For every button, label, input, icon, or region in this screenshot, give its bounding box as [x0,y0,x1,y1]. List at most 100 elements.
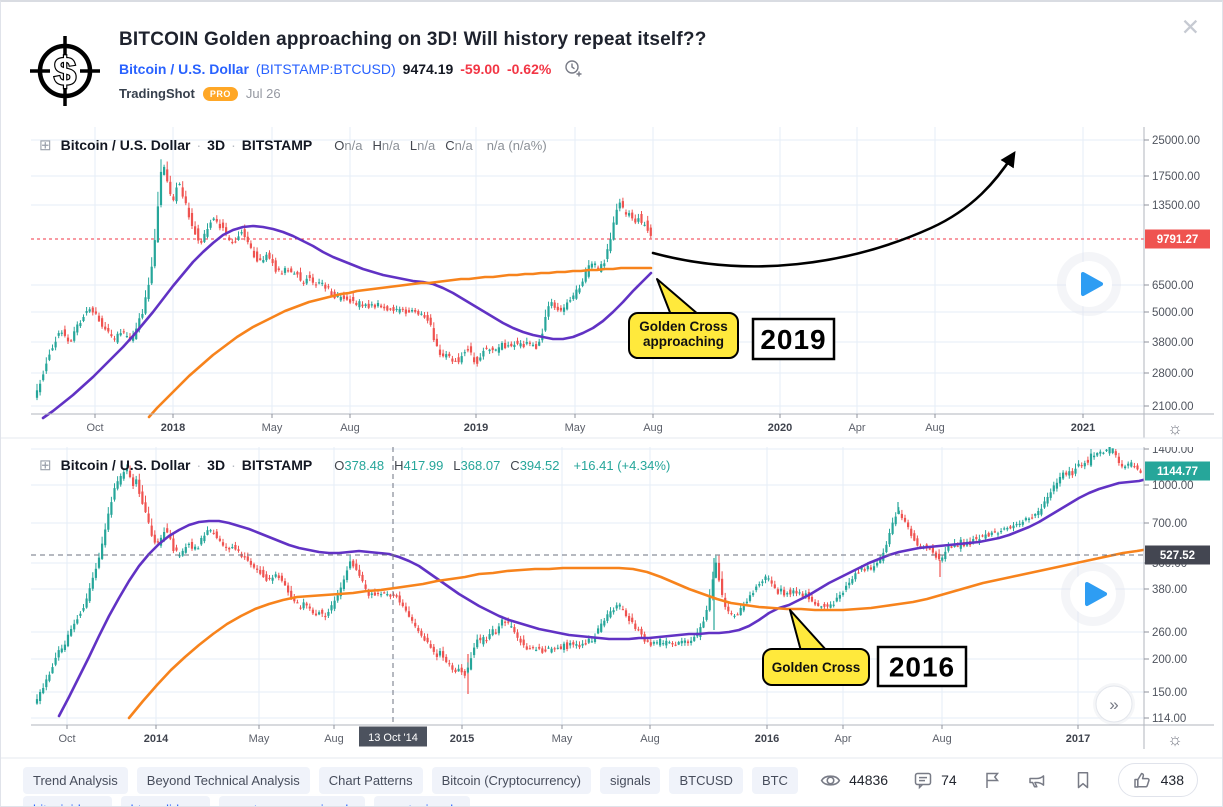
play-button[interactable] [1061,562,1125,626]
tag-chip[interactable]: Chart Patterns [318,766,423,794]
symbol-line: Bitcoin / U.S. Dollar (BITSTAMP:BTCUSD) … [119,59,707,78]
price-change: -59.00 [460,60,500,77]
tag-chip[interactable]: Beyond Technical Analysis [136,766,310,794]
symbol-code-link[interactable]: (BITSTAMP:BTCUSD) [255,60,396,77]
tag-chip[interactable]: BTCUSD [669,766,743,794]
svg-text:1000.00: 1000.00 [1152,480,1194,492]
svg-text:May: May [262,422,283,434]
ma-50-line [41,224,653,420]
eye-icon [820,774,841,786]
share-button[interactable] [1027,770,1048,791]
svg-text:2019: 2019 [464,422,488,434]
author-line: TradingShot PRO Jul 26 [119,86,707,101]
golden-cross-callout[interactable] [762,648,870,686]
svg-text:May: May [552,733,573,745]
svg-text:114.00: 114.00 [1152,713,1186,725]
scroll-right-button[interactable]: » [1093,683,1135,725]
crosshair-time-badge [359,726,427,747]
svg-text:17500.00: 17500.00 [1152,171,1200,183]
tag-chip[interactable]: cryptosignals [373,796,470,806]
author-link[interactable]: TradingShot [119,86,195,101]
chart-interval: 3D [207,137,226,153]
svg-text:approaching: approaching [643,334,724,349]
svg-text:1400.00: 1400.00 [1152,447,1194,456]
symbol-link[interactable]: Bitcoin / U.S. Dollar [119,60,249,77]
comments-count: 74 [941,772,957,788]
tag-list-secondary: bitcoinideas btcusdideas cryptocurrencysig… [23,796,470,806]
ma-200-line [127,548,1145,720]
bookmark-button[interactable] [1073,770,1093,790]
svg-text:Oct: Oct [86,422,103,434]
callout-tail [789,609,828,652]
svg-text:2800.00: 2800.00 [1152,368,1194,380]
svg-text:Aug: Aug [925,422,945,434]
close-icon[interactable]: ✕ [1180,14,1200,40]
comments-button[interactable]: 74 [913,770,957,790]
tag-chip[interactable]: bitcoinideas [23,796,112,806]
svg-text:2021: 2021 [1071,422,1095,434]
stats-bar: 44836 74 [820,763,1198,797]
svg-text:9791.27: 9791.27 [1157,234,1199,246]
svg-text:13500.00: 13500.00 [1152,200,1200,212]
svg-text:Apr: Apr [848,422,865,434]
chart-legend[interactable]: ⊞ Bitcoin / U.S. Dollar · 3D · BITSTAMP … [39,457,671,474]
svg-text:1144.77: 1144.77 [1157,466,1198,478]
golden-cross-callout[interactable] [628,312,739,359]
axis-settings-gear-icon[interactable]: ☼ [1167,419,1183,438]
svg-text:2016: 2016 [755,733,779,745]
svg-text:Aug: Aug [640,733,660,745]
comment-icon [914,772,932,790]
chart-2016[interactable]: Golden Cross2016»1400.001000.00700.00500… [1,447,1222,759]
tradingshot-logo: $ [30,36,100,106]
alert-clock-icon[interactable] [564,59,583,78]
svg-text:Apr: Apr [834,733,851,745]
svg-text:2018: 2018 [161,422,185,434]
price-change-percent: -0.62% [506,60,552,77]
candles [35,447,1142,705]
svg-text:2015: 2015 [450,733,474,745]
svg-text:May: May [565,422,586,434]
svg-text:Aug: Aug [324,733,344,745]
tag-chip[interactable]: Bitcoin (Cryptocurrency) [431,766,592,794]
svg-text:$: $ [54,50,76,94]
tag-list: Trend Analysis Beyond Technical Analysis C… [23,766,798,794]
views-stat: 44836 [820,770,888,791]
flag-icon [985,772,999,788]
plus-box-icon[interactable]: ⊞ [39,457,52,474]
tag-chip[interactable]: signals [600,766,661,794]
chart-symbol: Bitcoin / U.S. Dollar [60,457,191,473]
tag-chip[interactable]: BTC [751,766,798,794]
views-count: 44836 [849,772,889,788]
like-button[interactable]: 438 [1117,763,1198,797]
svg-text:»: » [1109,695,1118,714]
chart-legend[interactable]: ⊞ Bitcoin / U.S. Dollar · 3D · BITSTAMP … [39,137,547,154]
tag-chip[interactable]: cryptocurrencysignals [219,796,365,806]
chart-symbol: Bitcoin / U.S. Dollar [60,137,191,153]
svg-text:Golden Cross: Golden Cross [772,660,861,675]
report-button[interactable] [982,770,1002,790]
chart-exchange: BITSTAMP [241,457,313,473]
tag-chip[interactable]: Trend Analysis [23,766,128,794]
svg-text:13 Oct '14: 13 Oct '14 [368,732,418,744]
svg-text:25000.00: 25000.00 [1152,135,1200,147]
svg-text:2016: 2016 [889,652,955,683]
plus-box-icon[interactable]: ⊞ [39,137,52,154]
idea-title: BITCOIN Golden approaching on 3D! Will h… [119,29,707,50]
play-button[interactable] [1057,252,1121,316]
trend-arrow[interactable] [651,151,1016,268]
year-label-box[interactable] [751,317,836,361]
tag-chip[interactable]: btcusdideas [120,796,211,806]
ohlc-values: On/a Hn/a Ln/a Cn/a n/a (n/a%) [334,137,547,153]
chart-interval: 3D [207,457,226,473]
svg-text:2020: 2020 [768,422,792,434]
price-badge [1145,229,1210,249]
idea-footer: Trend Analysis Beyond Technical Analysis C… [1,763,1222,797]
axis-settings-gear-icon[interactable]: ☼ [1167,730,1183,749]
ohlc-values: O378.48 H417.99 L368.07 C394.52 +16.41 (+4.3… [334,457,671,473]
svg-text:527.52: 527.52 [1160,550,1195,562]
year-label-box[interactable] [876,645,968,688]
candles [35,159,652,401]
svg-text:Golden Cross: Golden Cross [639,319,728,334]
chart-2019[interactable]: Golden Cross approaching 2019 25000.00 17500… [1,127,1222,439]
svg-text:Aug: Aug [643,422,663,434]
